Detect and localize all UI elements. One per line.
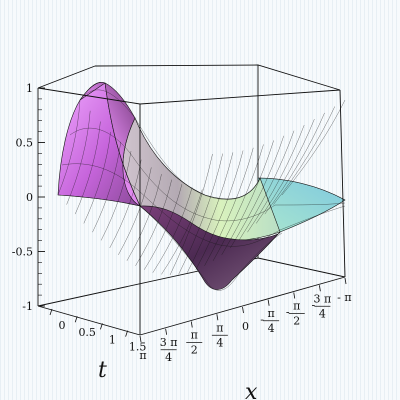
x-tick-label: -π (337, 291, 351, 304)
mesh-x-line (118, 167, 152, 255)
x-tick-label: π2 (186, 329, 203, 357)
z-tick-label: 0.5 (16, 137, 34, 150)
mesh-x-line (109, 159, 142, 249)
x-tick-denominator: 2 (191, 344, 198, 357)
z-axis: 1 0.5 0 -0.5 -1 (12, 82, 45, 313)
mesh-t-line (69, 127, 346, 222)
x-tick-mark (190, 321, 193, 328)
x-tick-mark (242, 306, 244, 314)
x-tick-value: π (139, 349, 146, 362)
x-tick-value: 0 (242, 320, 249, 333)
x-tick-sign: - (337, 291, 341, 304)
mesh-x-line (57, 99, 81, 196)
t-tick-label: 0.5 (78, 326, 96, 339)
x-tick-sign: - (286, 306, 290, 319)
x-tick-sign: - (260, 313, 264, 326)
mesh-x-line (66, 110, 91, 205)
mesh-x-line (100, 151, 132, 241)
x-tick-label: π (139, 349, 146, 362)
x-tick-label: 0 (242, 320, 249, 333)
surface (57, 81, 346, 290)
x-tick-label: 3 π4 (160, 336, 178, 364)
mesh-x-line (212, 144, 264, 261)
x-tick-mark (216, 314, 219, 321)
x-tick-numerator: π (293, 300, 300, 313)
t-tick-mark (100, 323, 103, 330)
x-tick-mark (165, 328, 168, 335)
mesh-x-line (92, 141, 121, 233)
bounding-box-front (37, 65, 346, 336)
t-tick-mark (49, 308, 53, 316)
mesh-x-line (273, 106, 335, 205)
x-tick-label: π4 (211, 321, 228, 349)
mesh-x-line (169, 153, 213, 276)
mesh-x-line (204, 147, 254, 266)
x-tick-denominator: 2 (293, 315, 300, 328)
surface-trough (139, 205, 281, 290)
mesh-x-line (195, 150, 244, 270)
mesh-x-line (135, 179, 172, 266)
x-tick-label: -3 π 4 (312, 292, 332, 320)
x-tick-label: - π 2 (286, 300, 305, 328)
mesh-t-line (57, 194, 283, 291)
x-tick-numerator: π (191, 329, 198, 342)
mesh-x-line (126, 174, 162, 261)
x-tick-numerator: π (268, 307, 275, 320)
t-tick-label: 0 (59, 319, 66, 332)
mesh-x-line (221, 140, 274, 255)
x-tick-mark (139, 335, 142, 343)
mesh-x-line (144, 184, 183, 270)
mesh-x-line (152, 187, 193, 273)
z-tick-label: -1 (22, 300, 33, 313)
x-tick-label: - π 4 (260, 307, 280, 335)
z-tick-label: -0.5 (12, 246, 33, 259)
t-tick-label: 1 (109, 333, 116, 346)
x-tick-denominator: 4 (319, 307, 326, 320)
x-tick-denominator: 4 (268, 322, 275, 335)
mesh-x-line (247, 125, 305, 233)
mesh-x-line (238, 130, 295, 241)
t-tick-mark (74, 316, 78, 323)
z-tick-label: 1 (26, 82, 33, 95)
z-tick-label: 0 (26, 191, 33, 204)
mesh-x-line (83, 131, 111, 224)
t-axis-label: t (98, 358, 107, 383)
x-tick-denominator: 4 (165, 351, 172, 364)
x-tick-mark (344, 277, 347, 285)
x-tick-denominator: 4 (216, 336, 223, 349)
mesh-x-line (264, 112, 325, 215)
x-tick-mark (318, 285, 321, 292)
x-tick-sign: - (312, 298, 316, 311)
x-tick-numerator: 3 π (314, 292, 332, 305)
t-tick-mark (125, 330, 128, 337)
surface-top-ridge (79, 81, 141, 207)
mesh-x-line (161, 189, 203, 275)
x-tick-value: π (344, 291, 351, 304)
mesh-x-line (178, 153, 223, 275)
mesh-x-line (281, 99, 346, 196)
x-tick-mark (293, 292, 296, 299)
x-tick-numerator: π (216, 321, 223, 334)
mesh-x-line (230, 135, 284, 249)
mesh-x-line (256, 119, 315, 224)
t-tick-label: 1.5 (129, 341, 147, 354)
x-tick-numerator: 3 π (160, 336, 178, 349)
mesh-x-line (75, 121, 101, 215)
x-axis-label: x (245, 380, 258, 400)
mesh-x-line (187, 152, 234, 273)
x-tick-mark (267, 299, 270, 306)
t-axis: 0 0.5 1 1.5 t (49, 308, 147, 383)
